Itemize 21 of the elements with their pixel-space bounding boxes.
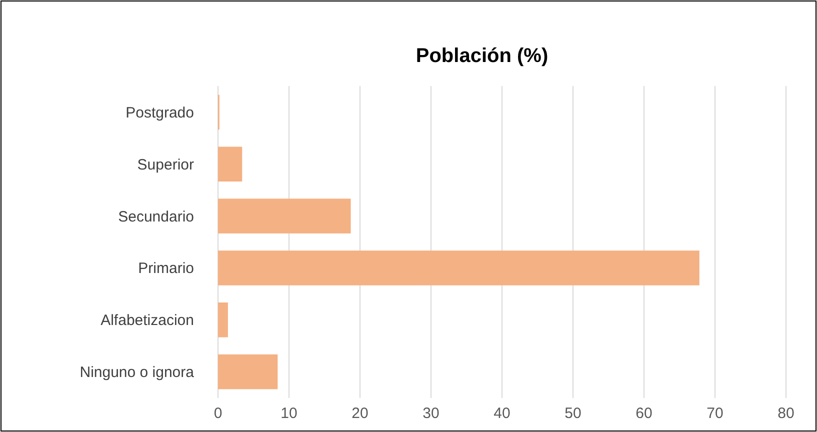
bar [218, 354, 278, 390]
x-tick-label: 40 [494, 405, 510, 422]
y-tick-label: Postgrado [126, 104, 194, 122]
bar [218, 302, 228, 338]
chart-title: Población (%) [416, 45, 548, 67]
y-tick-label: Alfabetizacion [100, 312, 194, 330]
y-tick-label: Ninguno o ignora [80, 364, 195, 382]
bar [218, 146, 242, 182]
x-tick-label: 50 [564, 405, 582, 422]
x-tick-label: 20 [352, 405, 368, 422]
bar [218, 250, 700, 286]
x-tick-label: 30 [422, 405, 440, 422]
x-tick-label: 70 [706, 405, 724, 422]
x-tick-label: 60 [636, 405, 652, 422]
y-tick-label: Primario [138, 260, 194, 278]
y-tick-label: Superior [137, 156, 194, 174]
x-tick-label: 80 [778, 405, 794, 422]
x-tick-label: 10 [280, 405, 298, 422]
x-tick-label: 0 [214, 405, 222, 422]
y-tick-label: Secundario [118, 208, 194, 226]
bar [218, 198, 351, 234]
